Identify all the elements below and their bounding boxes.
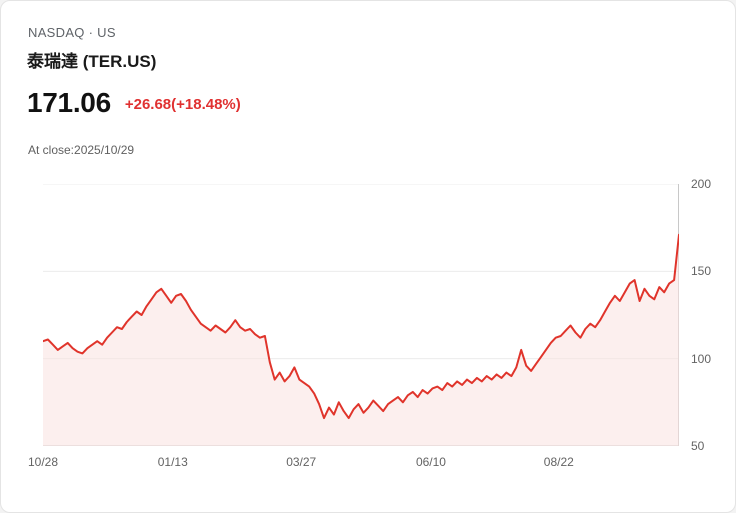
y-tick-label: 100 <box>691 351 712 366</box>
stock-title: 泰瑞達 (TER.US) <box>27 52 157 71</box>
x-tick-label: 03/27 <box>286 455 317 469</box>
price-change: +26.68(+18.48%) <box>124 96 241 113</box>
price-row: 171.06 +26.68(+18.48%) <box>27 87 241 119</box>
x-tick-label: 08/22 <box>543 455 574 469</box>
y-tick-label: 150 <box>691 264 712 279</box>
exchange-label: NASDAQ · US <box>28 25 116 40</box>
x-tick-label: 06/10 <box>415 455 446 469</box>
price-chart[interactable] <box>43 184 679 446</box>
x-tick-label: 10/28 <box>27 455 59 469</box>
as-of-label: At close:2025/10/29 <box>28 143 135 157</box>
last-price: 171.06 <box>27 87 111 118</box>
y-tick-label: 200 <box>691 177 712 191</box>
y-tick-label: 50 <box>691 439 705 453</box>
price-chart-svg <box>43 184 679 446</box>
x-tick-label: 01/13 <box>157 455 188 469</box>
